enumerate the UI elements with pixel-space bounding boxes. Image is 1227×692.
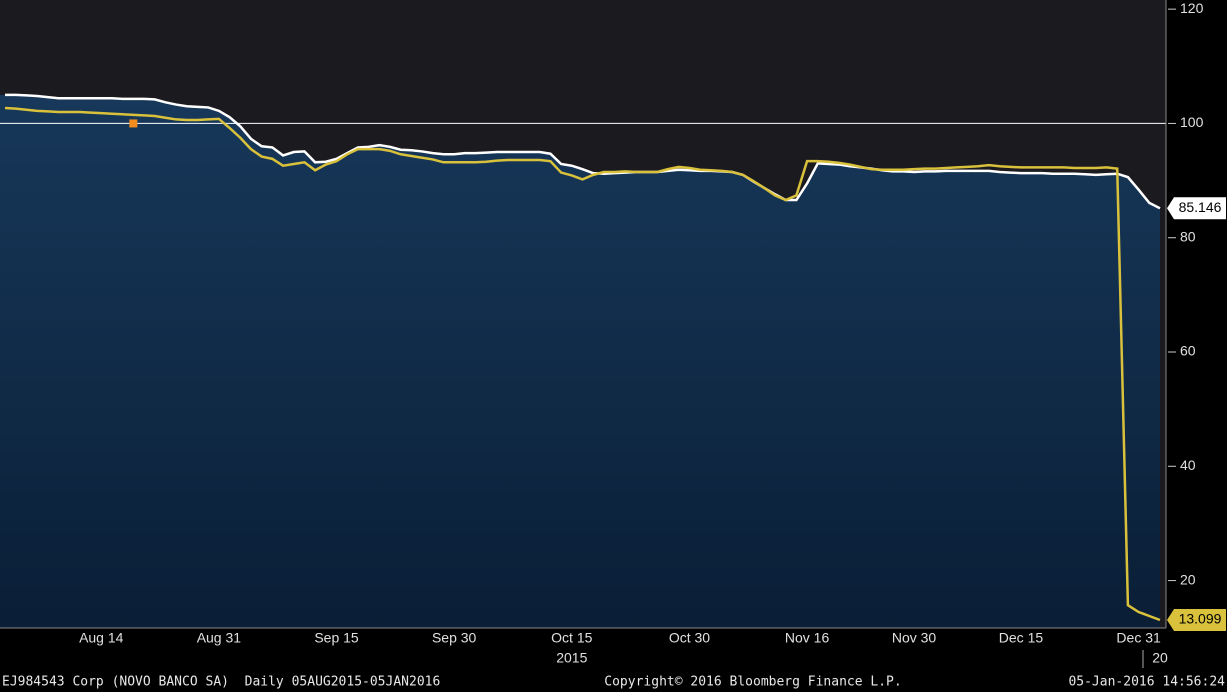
x-tick-label: Dec 15 [999,630,1044,646]
last-value-box [1167,197,1226,220]
x-tick-label: Oct 15 [551,630,592,646]
x-tick-label: Dec 31 [1116,630,1161,646]
plot [0,93,1166,629]
last-value-box [1167,609,1226,632]
x-tick-label: Aug 31 [197,630,242,646]
x-tick-label: Sep 15 [314,630,359,646]
footer-left: EJ984543 Corp (NOVO BANCO SA) Daily 05AU… [2,675,440,690]
x-tick-label: Sep 30 [432,630,477,646]
y-tick-label: 80 [1180,228,1196,244]
area [0,94,1160,629]
x-tick-label: Oct 30 [669,630,710,646]
marker [129,119,138,128]
x-tick-label: Nov 30 [892,630,937,646]
last-value-label: 13.099 [1179,611,1222,627]
footer-right: 05-Jan-2016 14:56:24 [1068,675,1225,690]
x-year-label: 2015 [556,650,587,666]
x-tick-label: Nov 16 [785,630,830,646]
y-tick-label: 40 [1180,457,1196,473]
y-tick-label: 100 [1180,114,1204,130]
x-year-label: 20 [1152,650,1168,666]
last-value-label: 85.146 [1179,199,1222,215]
y-tick-label: 20 [1180,571,1196,587]
line [5,93,1161,210]
line [4,106,1161,622]
y-tick-label: 120 [1180,0,1204,16]
footer-center: Copyright© 2016 Bloomberg Finance L.P. [604,675,901,690]
x-tick-label: Aug 14 [79,630,124,646]
y-tick-label: 60 [1180,343,1196,359]
